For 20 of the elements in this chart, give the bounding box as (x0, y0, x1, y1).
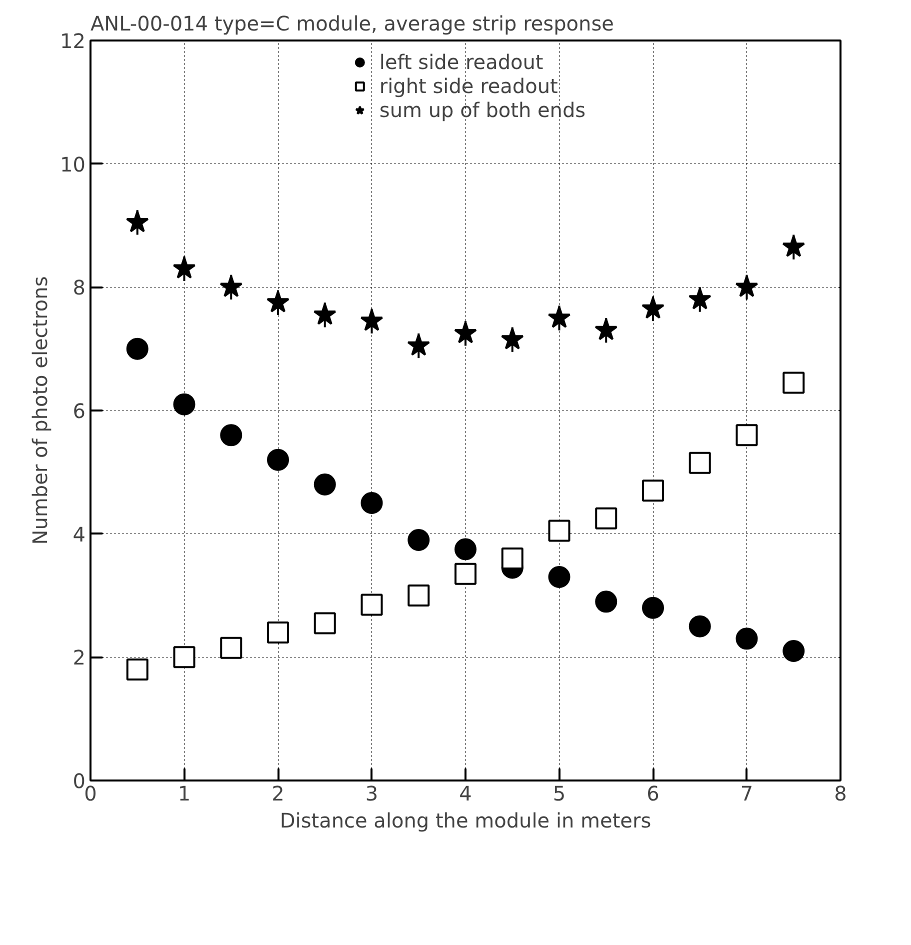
y-axis-title: Number of photo electrons (28, 276, 52, 545)
y-tick-label: 10 (60, 152, 86, 176)
x-tick-label: 5 (552, 782, 566, 806)
legend-label: left side readout (379, 50, 544, 74)
x-tick-label: 3 (365, 782, 378, 806)
y-tick-label: 6 (72, 399, 86, 423)
x-tick-label: 2 (272, 782, 284, 806)
y-tick-label: 12 (60, 29, 86, 53)
x-tick-label: 6 (646, 782, 660, 806)
x-tick-label: 4 (459, 782, 472, 806)
x-tick-label: 7 (740, 782, 754, 806)
y-tick-label: 8 (72, 276, 86, 300)
x-tick-label: 8 (834, 782, 847, 806)
x-axis-title: Distance along the module in meters (280, 808, 652, 832)
chart-title: ANL-00-014 type=C module, average strip response (90, 12, 614, 36)
legend-label: right side readout (379, 74, 558, 98)
x-tick-label: 1 (178, 782, 191, 806)
y-tick-label: 4 (72, 522, 86, 546)
legend-label: sum up of both ends (379, 98, 586, 122)
y-tick-label: 2 (72, 646, 86, 670)
